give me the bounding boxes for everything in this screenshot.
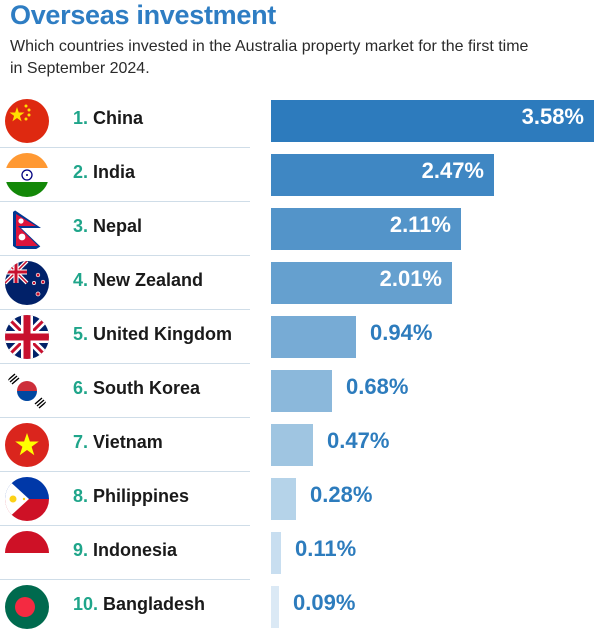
bar — [271, 478, 296, 520]
value-label: 0.68% — [346, 374, 409, 399]
bar-row: 1. China 3.58% — [0, 94, 594, 148]
bar — [271, 262, 452, 304]
value-label: 0.11% — [295, 536, 357, 561]
row-divider — [0, 525, 250, 526]
bar-row: 3. Nepal 2.11% — [0, 202, 594, 256]
country-name: Indonesia — [93, 540, 178, 560]
bar — [271, 100, 594, 142]
bar-row: 6. South Korea 0.68% — [0, 364, 594, 418]
united-kingdom-flag-icon — [5, 315, 49, 359]
bar — [271, 154, 494, 196]
india-flag-icon — [5, 153, 49, 197]
philippines-flag-icon — [5, 477, 49, 521]
nepal-flag-icon — [5, 207, 49, 251]
row-divider — [0, 147, 250, 148]
category-label: 1. China — [73, 108, 143, 129]
value-label: 2.01% — [379, 266, 442, 291]
value-label: 2.11% — [389, 212, 451, 237]
bar-row: 2. India 2.47% — [0, 148, 594, 202]
bar — [271, 208, 461, 250]
indonesia-flag-icon — [5, 531, 49, 575]
country-name: New Zealand — [93, 270, 204, 290]
bar — [271, 316, 356, 358]
bar-row: 5. United Kingdom 0.94% — [0, 310, 594, 364]
rank-label: 4. — [73, 270, 94, 290]
bar — [271, 424, 313, 466]
bar-chart: 1. China 3.58% 2. India 2.47% 3. Nepal 2.11… — [0, 94, 594, 629]
category-label: 10. Bangladesh — [73, 594, 205, 615]
bar-row: 4. New Zealand 2.01% — [0, 256, 594, 310]
vietnam-flag-icon — [5, 423, 49, 467]
south-korea-flag-icon — [5, 369, 49, 413]
rank-label: 6. — [73, 378, 94, 398]
rank-label: 5. — [73, 324, 94, 344]
rank-label: 9. — [73, 540, 94, 560]
country-name: Vietnam — [93, 432, 163, 452]
bar-row: 9. Indonesia 0.11% — [0, 526, 594, 580]
rank-label: 3. — [73, 216, 94, 236]
value-label: 0.94% — [370, 320, 433, 345]
row-divider — [0, 255, 250, 256]
bar-row: 10. Bangladesh 0.09% — [0, 580, 594, 634]
category-label: 6. South Korea — [73, 378, 200, 399]
rank-label: 2. — [73, 162, 94, 182]
value-label: 2.47% — [421, 158, 484, 183]
category-label: 3. Nepal — [73, 216, 142, 237]
category-label: 4. New Zealand — [73, 270, 203, 291]
country-name: Bangladesh — [103, 594, 206, 614]
country-name: China — [93, 108, 144, 128]
row-divider — [0, 579, 250, 580]
bar-row: 7. Vietnam 0.47% — [0, 418, 594, 472]
new-zealand-flag-icon — [5, 261, 49, 305]
category-label: 8. Philippines — [73, 486, 189, 507]
bar — [271, 532, 281, 574]
china-flag-icon — [5, 99, 49, 143]
row-divider — [0, 363, 250, 364]
value-label: 0.09% — [293, 590, 356, 615]
value-label: 0.47% — [327, 428, 390, 453]
rank-label: 7. — [73, 432, 94, 452]
country-name: United Kingdom — [93, 324, 232, 344]
chart-title: Overseas investment — [10, 0, 276, 30]
country-name: Nepal — [93, 216, 143, 236]
row-divider — [0, 201, 250, 202]
bar — [271, 586, 279, 628]
rank-label: 1. — [73, 108, 94, 128]
chart-subtitle: Which countries invested in the Australi… — [10, 38, 529, 77]
row-divider — [0, 417, 250, 418]
category-label: 9. Indonesia — [73, 540, 177, 561]
category-label: 5. United Kingdom — [73, 324, 232, 345]
row-divider — [0, 309, 250, 310]
rank-label: 10. — [73, 594, 104, 614]
bangladesh-flag-icon — [5, 585, 49, 629]
rank-label: 8. — [73, 486, 94, 506]
value-label: 3.58% — [521, 104, 584, 129]
row-divider — [0, 471, 250, 472]
bar-row: 8. Philippines 0.28% — [0, 472, 594, 526]
value-label: 0.28% — [310, 482, 373, 507]
country-name: India — [93, 162, 136, 182]
category-label: 2. India — [73, 162, 135, 183]
country-name: Philippines — [93, 486, 190, 506]
category-label: 7. Vietnam — [73, 432, 163, 453]
bar — [271, 370, 332, 412]
country-name: South Korea — [93, 378, 201, 398]
